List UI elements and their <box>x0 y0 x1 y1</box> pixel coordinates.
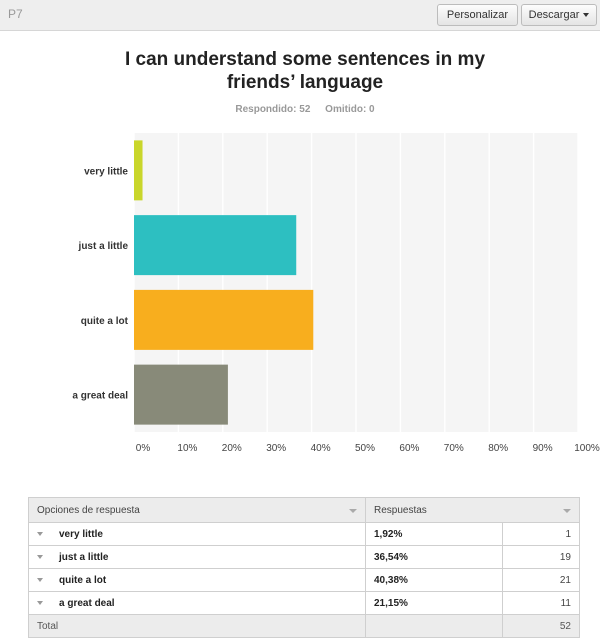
option-label: just a little <box>59 551 109 563</box>
bar <box>134 289 314 350</box>
download-button[interactable]: Descargar <box>521 4 597 26</box>
header-options[interactable]: Opciones de respuesta <box>28 497 366 523</box>
sort-arrow-icon[interactable] <box>563 508 571 513</box>
option-label: a great deal <box>59 597 115 609</box>
x-tick-label: 20% <box>222 443 242 454</box>
sort-arrow-icon[interactable] <box>349 508 357 513</box>
percent-cell: 36,54% <box>365 545 503 569</box>
table-row: just a little 36,54% 19 <box>28 545 580 569</box>
x-tick-label: 30% <box>266 443 286 454</box>
x-tick-label: 40% <box>311 443 331 454</box>
bar <box>134 215 297 276</box>
count-cell: 1 <box>502 522 580 546</box>
y-category-label: quite a lot <box>81 316 129 327</box>
percent-cell: 40,38% <box>365 568 503 592</box>
skipped-count: Omitido: 0 <box>325 104 375 115</box>
x-tick-label: 80% <box>488 443 508 454</box>
bar <box>134 364 228 425</box>
y-category-label: very little <box>84 166 128 177</box>
bar-chart: 0% 10% 20% 30% 40% 50% 60% 70% 80% 90% 100% very li… <box>72 133 600 454</box>
x-tick-label: 90% <box>533 443 553 454</box>
responses-table: Opciones de respuesta Respuestas very li… <box>28 497 580 638</box>
option-cell: a great deal <box>28 591 366 615</box>
question-number: P7 <box>8 7 23 21</box>
question-title: I can understand some sentences in my fr… <box>124 49 486 93</box>
count-cell: 21 <box>502 568 580 592</box>
total-label: Total <box>28 614 366 638</box>
table-row: a great deal 21,15% 11 <box>28 591 580 615</box>
y-category-label: a great deal <box>72 391 128 402</box>
x-tick-label: 70% <box>444 443 464 454</box>
count-cell: 11 <box>502 591 580 615</box>
expand-arrow-icon[interactable] <box>37 531 43 536</box>
total-count: 52 <box>502 614 580 638</box>
customize-button[interactable]: Personalizar <box>437 4 518 26</box>
expand-arrow-icon[interactable] <box>37 554 43 559</box>
answered-count: Respondido: 52 <box>235 104 311 115</box>
percent-cell: 21,15% <box>365 591 503 615</box>
option-label: very little <box>59 528 103 540</box>
bar <box>134 140 143 201</box>
x-tick-label: 60% <box>399 443 419 454</box>
percent-cell: 1,92% <box>365 522 503 546</box>
x-tick-label: 100% <box>574 443 600 454</box>
header-options-label: Opciones de respuesta <box>37 504 140 516</box>
table-row: very little 1,92% 1 <box>28 522 580 546</box>
expand-arrow-icon[interactable] <box>37 577 43 582</box>
table-row: quite a lot 40,38% 21 <box>28 568 580 592</box>
count-cell: 19 <box>502 545 580 569</box>
question-toolbar: P7 Personalizar Descargar <box>0 0 600 31</box>
option-cell: quite a lot <box>28 568 366 592</box>
download-button-label: Descargar <box>528 9 580 21</box>
x-tick-label: 10% <box>177 443 197 454</box>
x-tick-label: 0% <box>136 443 151 454</box>
option-cell: very little <box>28 522 366 546</box>
response-stats: Respondido: 52 Omitido: 0 <box>0 104 600 115</box>
option-label: quite a lot <box>59 574 107 586</box>
total-row: Total 52 <box>28 614 580 638</box>
header-responses-label: Respuestas <box>374 504 427 516</box>
expand-arrow-icon[interactable] <box>37 600 43 605</box>
x-tick-label: 50% <box>355 443 375 454</box>
chevron-down-icon <box>583 13 590 18</box>
y-category-label: just a little <box>78 241 129 252</box>
header-responses[interactable]: Respuestas <box>365 497 580 523</box>
option-cell: just a little <box>28 545 366 569</box>
total-spacer <box>365 614 503 638</box>
